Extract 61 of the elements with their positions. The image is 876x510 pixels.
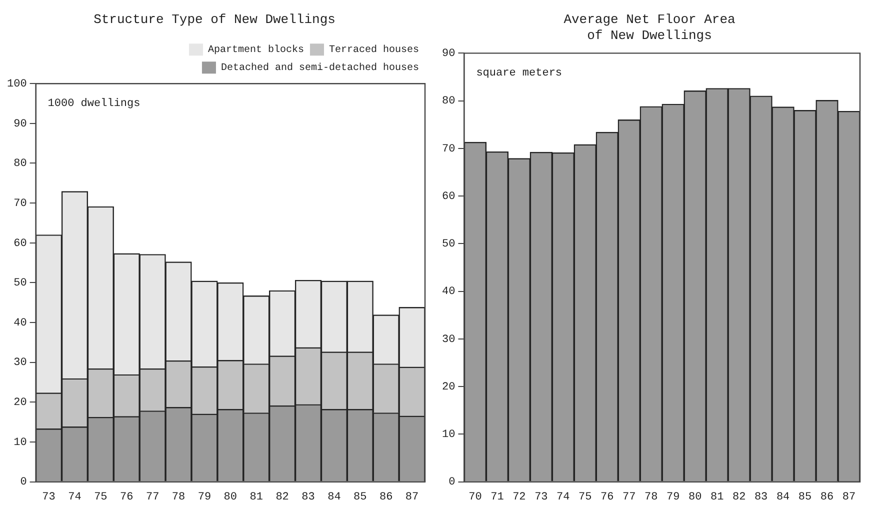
x-tick-label: 79 [198, 491, 212, 504]
x-tick-label: 82 [732, 491, 746, 504]
x-tick-label: 70 [468, 491, 482, 504]
x-tick-label: 86 [379, 491, 393, 504]
x-tick-label: 77 [146, 491, 160, 504]
x-tick-label: 87 [405, 491, 419, 504]
y-tick-label: 60 [14, 238, 27, 250]
y-axis-title: square meters [476, 68, 562, 80]
y-tick-label: 30 [442, 334, 456, 346]
x-tick-label: 80 [224, 491, 238, 504]
x-tick-label: 74 [68, 491, 82, 504]
y-tick-label: 80 [442, 96, 456, 108]
x-tick-label: 83 [302, 491, 315, 504]
y-tick-label: 80 [14, 158, 27, 170]
y-tick-label: 30 [14, 357, 27, 370]
x-tick-label: 72 [512, 491, 526, 504]
y-tick-label: 70 [14, 198, 27, 210]
y-tick-label: 90 [442, 48, 456, 60]
x-tick-label: 74 [556, 491, 570, 504]
x-tick-label: 83 [754, 491, 768, 504]
x-tick-label: 73 [534, 491, 548, 504]
x-tick-label: 85 [798, 491, 812, 504]
legend-label: Detached and semi-detached houses [220, 62, 420, 74]
legend-label: Terraced houses [328, 44, 419, 56]
x-tick-label: 82 [276, 491, 289, 504]
y-tick-label: 70 [442, 143, 456, 156]
chart-title: Average Net Floor Area of New Dwellings [564, 12, 736, 43]
x-tick-label: 81 [710, 491, 724, 504]
x-tick-label: 78 [172, 491, 186, 504]
y-tick-label: 50 [442, 238, 456, 251]
legend-label: Apartment blocks [208, 44, 304, 56]
y-tick-label: 100 [6, 78, 27, 91]
x-tick-label: 75 [578, 491, 592, 504]
x-tick-label: 76 [600, 491, 614, 504]
y-tick-label: 20 [14, 397, 27, 410]
x-tick-label: 77 [622, 491, 636, 504]
y-tick-label: 10 [442, 429, 456, 442]
x-tick-label: 84 [776, 491, 790, 504]
x-tick-label: 80 [688, 491, 702, 504]
x-tick-label: 81 [250, 491, 264, 504]
y-tick-label: 0 [20, 476, 27, 489]
y-tick-label: 50 [14, 278, 27, 290]
x-tick-label: 87 [842, 491, 856, 504]
x-tick-label: 84 [328, 491, 342, 504]
y-tick-label: 40 [442, 286, 456, 298]
y-tick-label: 10 [14, 436, 27, 449]
x-tick-label: 73 [42, 491, 56, 504]
y-tick-label: 90 [14, 118, 27, 130]
x-tick-label: 86 [820, 491, 834, 504]
y-tick-label: 20 [442, 381, 456, 394]
x-tick-label: 79 [666, 491, 680, 504]
x-tick-label: 76 [120, 491, 134, 504]
y-tick-label: 0 [448, 476, 456, 489]
x-tick-label: 71 [490, 491, 504, 504]
x-tick-label: 75 [94, 491, 108, 504]
x-tick-label: 85 [354, 491, 367, 504]
y-tick-label: 40 [14, 317, 27, 330]
y-tick-label: 60 [442, 190, 456, 203]
chart-title: Structure Type of New Dwellings [94, 12, 336, 28]
x-tick-label: 78 [644, 491, 658, 504]
y-axis-title: 1000 dwellings [48, 98, 140, 110]
